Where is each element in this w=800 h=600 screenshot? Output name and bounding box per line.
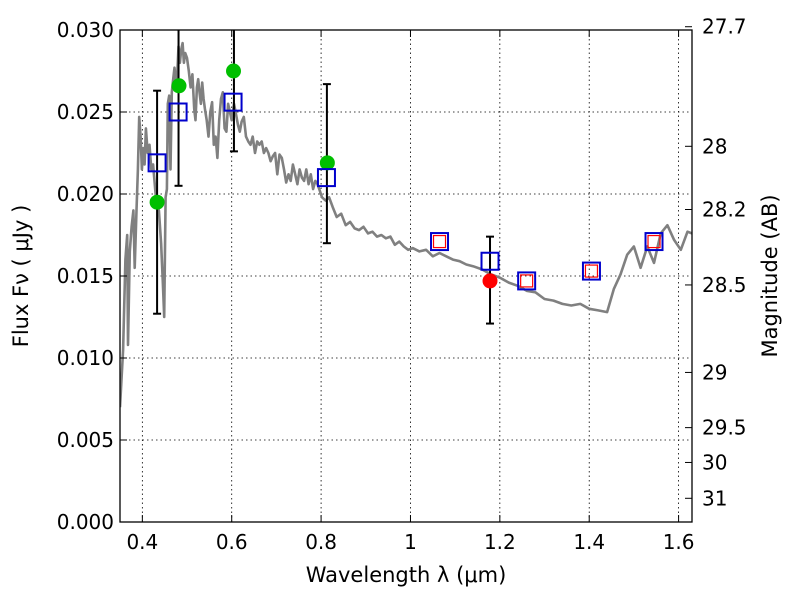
red-data-point [483,273,498,288]
y-tick-label: 0.010 [57,346,114,370]
x-tick-label: 1.6 [663,530,695,554]
y-tick-label: 0.015 [57,264,114,288]
x-tick-label: 1 [404,530,417,554]
y-axis-label: Flux Fν ( μJy ) [9,205,33,348]
mag-tick-label: 30 [702,450,727,474]
green-data-point [320,155,335,170]
green-data-point [226,64,241,79]
mag-tick-label: 28 [702,134,727,158]
green-data-point [171,78,186,93]
x-tick-label: 1.2 [484,530,516,554]
y-tick-label: 0.025 [57,100,114,124]
x-tick-label: 0.4 [126,530,158,554]
x-tick-label: 0.8 [305,530,337,554]
x-tick-label: 1.4 [573,530,605,554]
mag-tick-label: 28.5 [702,273,747,297]
y-tick-label: 0.020 [57,182,114,206]
x-axis-label: Wavelength λ (μm) [306,563,507,587]
magnitude-axis-label: Magnitude (AB) [758,194,782,357]
y-tick-label: 0.005 [57,428,114,452]
mag-tick-label: 31 [702,486,727,510]
mag-tick-label: 29.5 [702,416,747,440]
green-data-point [150,195,165,210]
sed-chart: 0.4 0.6 0.8 1 1.2 1.4 1.6 0.000 0.005 0.010 0.015 0… [0,0,800,600]
x-tick-label: 0.6 [216,530,248,554]
y-tick-label: 0.000 [57,510,114,534]
mag-tick-label: 27.7 [702,15,747,39]
mag-tick-label: 28.2 [702,198,747,222]
y-tick-label: 0.030 [57,18,114,42]
mag-tick-label: 29 [702,360,727,384]
